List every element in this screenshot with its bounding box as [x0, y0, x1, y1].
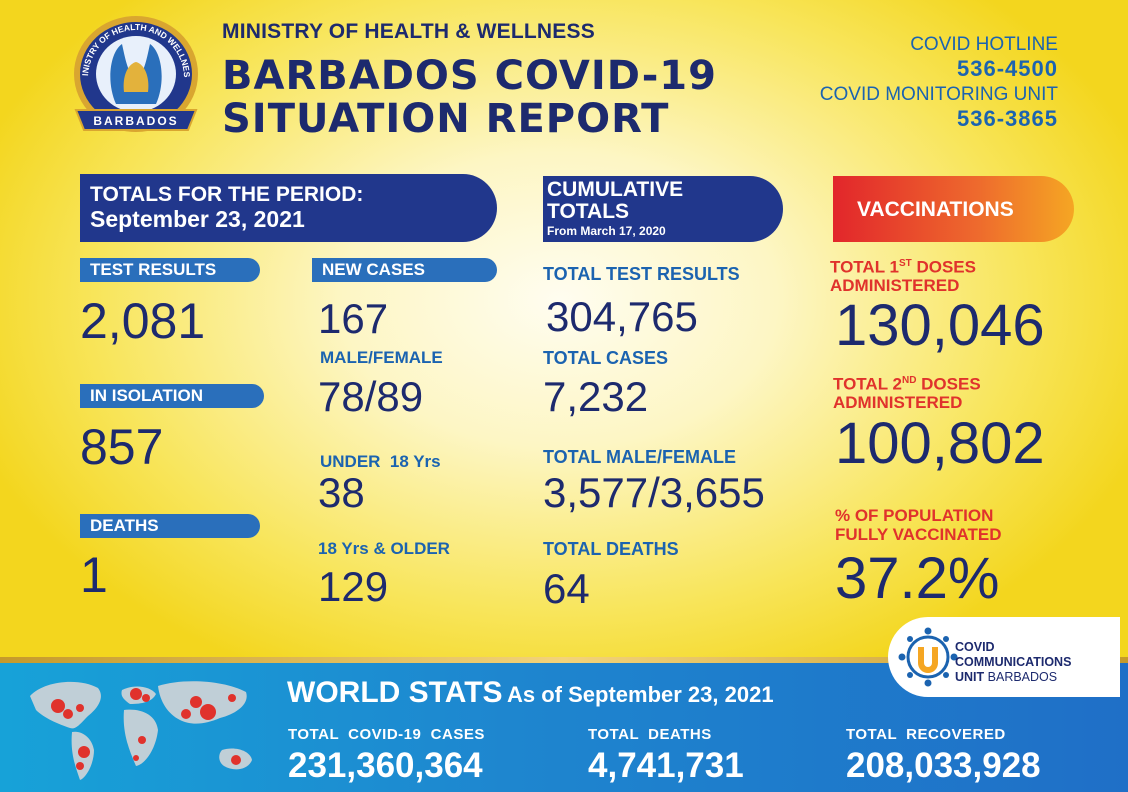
- pct-vaccinated-label: % OF POPULATION FULLY VACCINATED: [835, 506, 1002, 544]
- total-cases-value: 7,232: [543, 373, 649, 420]
- under18-label: UNDER 18 Yrs: [320, 452, 441, 471]
- logo-text-bottom: BARBADOS: [93, 114, 178, 128]
- period-banner-line1: TOTALS FOR THE PERIOD:: [90, 183, 364, 206]
- ccu-line3: UNIT BARBADOS: [955, 670, 1058, 684]
- total-cases-label: TOTAL CASES: [543, 348, 669, 368]
- hotline-block: COVID HOTLINE 536-4500 COVID MONITORING …: [820, 34, 1058, 132]
- world-stats-title: WORLD STATS As of September 23, 2021: [287, 676, 774, 710]
- report-title-line1: BARBADOS COVID-19: [222, 53, 717, 99]
- report-title-line2: SITUATION REPORT: [222, 96, 670, 142]
- second-doses-value: 100,802: [835, 411, 1045, 476]
- ministry-logo: MINISTRY OF HEALTH AND WELLNESS BARBADOS: [66, 12, 198, 132]
- male-female-value: 78/89: [318, 373, 424, 420]
- isolation-value: 857: [80, 419, 164, 475]
- ministry-name: MINISTRY OF HEALTH & WELLNESS: [222, 20, 595, 43]
- isolation-label: IN ISOLATION: [80, 384, 264, 408]
- over18-label: 18 Yrs & OLDER: [318, 539, 450, 558]
- under18-value: 38: [318, 469, 365, 516]
- ccu-text: COVID COMMUNICATIONS UNIT BARBADOS: [955, 640, 1071, 685]
- cumulative-banner-line2: TOTALS: [547, 200, 630, 224]
- test-results-label: TEST RESULTS: [80, 258, 260, 282]
- world-deaths-label: TOTAL DEATHS: [588, 726, 712, 743]
- test-results-value: 2,081: [80, 293, 206, 349]
- world-deaths-value: 4,741,731: [588, 746, 744, 785]
- world-cases-label: TOTAL COVID-19 CASES: [288, 726, 485, 743]
- total-deaths-label: TOTAL DEATHS: [543, 539, 679, 559]
- deaths-label: DEATHS: [80, 514, 260, 538]
- deaths-value: 1: [80, 547, 108, 603]
- cumulative-banner-line3: From March 17, 2020: [547, 224, 666, 239]
- world-stats-date: As of September 23, 2021: [506, 682, 774, 707]
- cumulative-banner-line1: CUMULATIVE: [547, 178, 684, 201]
- pct-vaccinated-value: 37.2%: [835, 546, 1000, 611]
- world-recovered-value: 208,033,928: [846, 746, 1041, 785]
- monitoring-number[interactable]: 536-3865: [957, 106, 1058, 131]
- new-cases-value: 167: [318, 295, 389, 342]
- ccu-line1: COVID: [955, 640, 995, 654]
- period-banner: TOTALS FOR THE PERIOD: September 23, 202…: [80, 174, 497, 242]
- total-tests-value: 304,765: [546, 293, 698, 340]
- vaccinations-banner: VACCINATIONS: [833, 176, 1074, 242]
- ccu-line2: COMMUNICATIONS: [955, 655, 1072, 669]
- second-doses-label: TOTAL 2ND DOSES ADMINISTERED: [833, 374, 981, 413]
- first-doses-value: 130,046: [835, 293, 1045, 358]
- monitoring-label: COVID MONITORING UNIT: [819, 84, 1058, 105]
- period-banner-date: September 23, 2021: [90, 206, 305, 233]
- world-stats-heading: WORLD STATS: [287, 676, 503, 709]
- world-cases-value: 231,360,364: [288, 746, 483, 785]
- hotline-label: COVID HOTLINE: [910, 34, 1058, 55]
- world-map-icon: [30, 681, 252, 780]
- world-recovered-label: TOTAL RECOVERED: [846, 726, 1006, 743]
- hotline-number[interactable]: 536-4500: [957, 56, 1058, 81]
- total-deaths-value: 64: [543, 565, 590, 612]
- over18-value: 129: [318, 563, 389, 610]
- cumulative-banner: CUMULATIVE TOTALS From March 17, 2020: [543, 176, 783, 242]
- total-mf-label: TOTAL MALE/FEMALE: [543, 447, 736, 467]
- total-mf-value: 3,577/3,655: [543, 469, 765, 516]
- total-tests-label: TOTAL TEST RESULTS: [543, 264, 740, 284]
- male-female-label: MALE/FEMALE: [320, 348, 443, 367]
- virus-icon: [898, 627, 958, 687]
- first-doses-label: TOTAL 1ST DOSES ADMINISTERED: [830, 257, 976, 296]
- new-cases-label: NEW CASES: [312, 258, 497, 282]
- gold-divider: [0, 657, 1128, 663]
